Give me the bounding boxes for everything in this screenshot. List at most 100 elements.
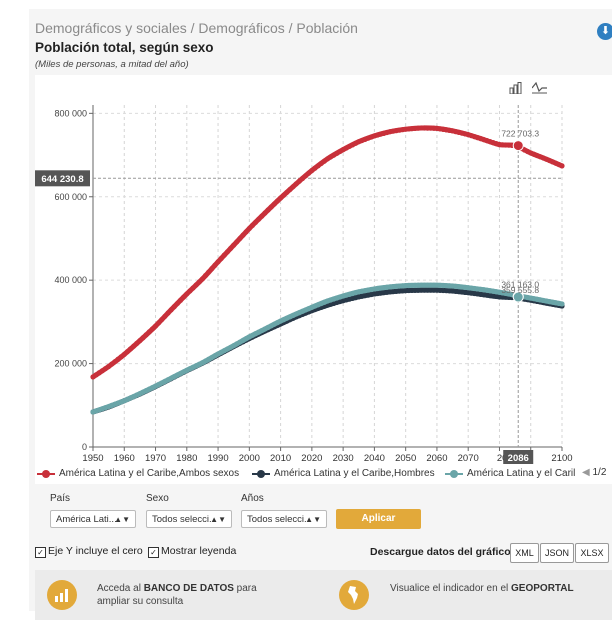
series-point-0 [174, 300, 181, 307]
series-point-0 [168, 307, 174, 313]
breadcrumb: Demográficos y sociales / Demográficos /… [35, 20, 358, 36]
xml-button[interactable]: XML [510, 543, 539, 563]
x-tick-label: 2000 [239, 453, 260, 464]
hover-marker [512, 291, 524, 303]
x-tick-label: 2030 [333, 453, 354, 464]
crosshair-y-label-bg [35, 170, 90, 187]
series-line-0 [90, 125, 565, 380]
anos-value: Todos selecci... [247, 514, 312, 525]
series-point-0 [181, 294, 187, 300]
series-point-0 [209, 266, 215, 272]
x-tick-label: 1960 [114, 453, 135, 464]
sexo-select[interactable]: Todos selecci... ▲▼ [146, 510, 232, 528]
anos-select[interactable]: Todos selecci... ▲▼ [241, 510, 327, 528]
series-point-2 [559, 301, 565, 307]
legend-label: América Latina y el Caribe,Ambos sexos [59, 468, 240, 479]
series-point-0 [227, 245, 234, 252]
series-point-0 [240, 232, 246, 238]
data-bank-link[interactable]: Acceda al BANCO DE DATOS para ampliar su … [97, 583, 257, 607]
series-point-0 [199, 276, 206, 282]
legend-pager: ◀ 1/2 [582, 467, 606, 478]
crosshair-x-label: 2086 [508, 453, 529, 464]
show-legend-label: Mostrar leyenda [161, 545, 237, 557]
hover-value-label: 722 703.3 [501, 129, 539, 139]
page-title: Población total, según sexo [35, 40, 214, 55]
legend-page: 1/2 [592, 467, 607, 478]
series-point-0 [165, 310, 171, 316]
hover-value-label: 359 555.8 [501, 285, 539, 295]
xlsx-button[interactable]: XLSX [575, 543, 609, 563]
legend-symbol [37, 469, 55, 479]
y-tick-label: 200 000 [54, 359, 87, 369]
promo-bar: Acceda al BANCO DE DATOS para ampliar su … [35, 570, 612, 620]
americas-map-icon[interactable] [339, 580, 369, 610]
select-arrow-icon: ▲▼ [210, 515, 226, 524]
legend-symbol [445, 469, 463, 479]
json-button[interactable]: JSON [540, 543, 574, 563]
hover-value-label: 361 163.0 [501, 279, 539, 289]
chart-subtitle: (Miles de personas, a mitad del año) [35, 59, 189, 70]
series-point-0 [218, 255, 224, 262]
y-tick-label: 600 000 [54, 192, 87, 202]
y-zero-checkbox[interactable]: ✓ Eje Y incluye el cero [35, 545, 143, 558]
series-point-0 [231, 242, 237, 248]
population-line-chart: 0 200 000 400 000 600 000 800 000 1950 1960 197… [35, 105, 573, 465]
select-arrow-icon: ▲▼ [305, 515, 321, 524]
series-point-0 [237, 235, 243, 242]
bar-chart-icon[interactable] [509, 82, 523, 97]
series-point-0 [559, 163, 565, 169]
checkbox-checked-icon: ✓ [35, 547, 46, 558]
x-tick-label: 1980 [176, 453, 197, 464]
download-icon[interactable]: ⬇ [597, 23, 612, 40]
checkbox-checked-icon: ✓ [148, 547, 159, 558]
series-point-0 [156, 320, 162, 326]
line-chart-icon[interactable] [531, 81, 547, 97]
y-tick-label: 0 [82, 442, 87, 452]
series-point-0 [221, 252, 227, 258]
x-tick-label: 1950 [82, 453, 103, 464]
series-point-0 [206, 269, 212, 275]
series-point-0 [224, 249, 231, 255]
bar-chart-icon[interactable] [47, 580, 77, 610]
anos-label: Años [241, 493, 264, 504]
pais-value: América Lati... [56, 514, 117, 525]
x-tick-label: 2050 [395, 453, 416, 464]
caret-left-icon[interactable]: ◀ [582, 467, 590, 478]
download-data-label: Descargue datos del gráfico: [370, 546, 515, 558]
y-tick-label: 800 000 [54, 108, 87, 118]
y-tick-label: 400 000 [54, 275, 87, 285]
x-tick-label: 2040 [364, 453, 385, 464]
series-point-0 [202, 272, 209, 279]
y-zero-label: Eje Y incluye el cero [48, 545, 143, 557]
crosshair-y-label: 644 230.8 [41, 174, 83, 185]
sexo-value: Todos selecci... [152, 514, 217, 525]
select-arrow-icon: ▲▼ [114, 515, 130, 524]
apply-button[interactable]: Aplicar [336, 509, 421, 529]
pais-label: País [50, 493, 71, 504]
legend-label: América Latina y el Caribe,Hombres [274, 468, 435, 479]
series-point-0 [162, 313, 168, 319]
series-point-0 [159, 316, 165, 323]
series-line-1 [90, 287, 565, 415]
legend-symbol [252, 469, 270, 479]
legend-label: América Latina y el Caril [467, 468, 576, 479]
series-point-0 [234, 239, 240, 245]
show-legend-checkbox[interactable]: ✓ Mostrar leyenda [148, 545, 236, 558]
x-tick-label: 1970 [145, 453, 166, 464]
x-tick-label: 2070 [458, 453, 479, 464]
hover-marker [512, 140, 524, 152]
pais-select[interactable]: América Lati... ▲▼ [50, 510, 136, 528]
series-point-0 [212, 262, 218, 268]
crosshair-x-label-bg [503, 450, 534, 465]
x-tick-label: 2060 [426, 453, 447, 464]
x-tick-label: 2020 [301, 453, 322, 464]
x-tick-label: 2100 [551, 453, 572, 464]
series-point-0 [243, 229, 249, 235]
x-tick-label: 1990 [207, 453, 228, 464]
chart-legend: América Latina y el Caribe,Ambos sexos A… [35, 464, 612, 484]
sexo-label: Sexo [146, 493, 169, 504]
geoportal-link[interactable]: Visualice el indicador en el GEOPORTAL [390, 583, 574, 594]
series-point-0 [177, 297, 184, 303]
x-tick-label: 2010 [270, 453, 291, 464]
series-point-0 [171, 304, 177, 310]
